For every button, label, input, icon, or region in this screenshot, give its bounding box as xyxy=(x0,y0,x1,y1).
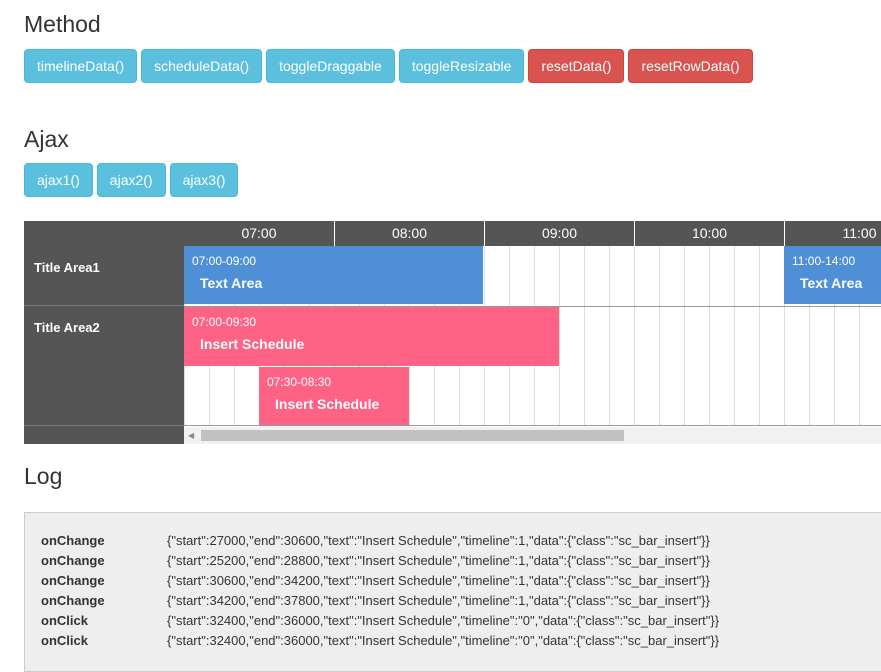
grid-column xyxy=(734,246,759,426)
ajax-button-group: ajax1() ajax2() ajax3() xyxy=(24,163,239,197)
row-title-area1: Title Area1 xyxy=(24,246,184,306)
log-panel: onChange {"start":27000,"end":30600,"tex… xyxy=(24,512,881,672)
log-event-value: {"start":34200,"end":37800,"text":"Inser… xyxy=(167,592,710,608)
log-event-value: {"start":32400,"end":36000,"text":"Inser… xyxy=(167,632,720,648)
grid-column xyxy=(609,246,634,426)
grid-column xyxy=(659,246,684,426)
log-entry: onClick {"start":32400,"end":36000,"text… xyxy=(25,630,881,650)
log-event-type: onChange xyxy=(41,592,105,608)
log-event-type: onChange xyxy=(41,552,105,568)
log-entry: onClick {"start":32400,"end":36000,"text… xyxy=(25,610,881,630)
log-event-value: {"start":30600,"end":34200,"text":"Inser… xyxy=(167,572,710,588)
schedule-bar[interactable]: 07:00-09:30 Insert Schedule xyxy=(184,307,559,366)
log-event-type: onChange xyxy=(41,532,105,548)
scroll-left-icon[interactable]: ◀ xyxy=(188,431,195,440)
scheduler-timeline: 07:00 08:00 09:00 10:00 11:00 07:00-09:0… xyxy=(184,221,881,444)
ajax-title: Ajax xyxy=(24,126,69,152)
hour-label: 08:00 xyxy=(334,221,484,246)
schedule-bar-text: Text Area xyxy=(800,275,863,291)
timeline-grid[interactable]: 07:00-09:00 Text Area 11:00-14:00 Text A… xyxy=(184,246,881,426)
grid-column xyxy=(584,246,609,426)
ajax1-button[interactable]: ajax1() xyxy=(24,163,93,197)
ajax2-button[interactable]: ajax2() xyxy=(96,163,166,197)
schedule-bar[interactable]: 11:00-14:00 Text Area xyxy=(784,246,881,304)
reset-row-data-button[interactable]: resetRowData() xyxy=(628,49,753,83)
row-title-area2: Title Area2 xyxy=(24,306,184,426)
log-entry: onChange {"start":30600,"end":34200,"tex… xyxy=(25,570,881,590)
schedule-bar-text: Text Area xyxy=(200,275,263,291)
log-event-type: onClick xyxy=(41,632,88,648)
grid-column xyxy=(784,246,809,426)
schedule-bar-time: 07:00-09:30 xyxy=(192,315,257,329)
schedule-bar-time: 07:00-09:00 xyxy=(192,254,257,268)
log-entry: onChange {"start":25200,"end":28800,"tex… xyxy=(25,550,881,570)
grid-column xyxy=(859,246,881,426)
log-event-value: {"start":32400,"end":36000,"text":"Inser… xyxy=(167,612,720,628)
grid-column xyxy=(684,246,709,426)
toggle-draggable-button[interactable]: toggleDraggable xyxy=(266,49,395,83)
schedule-bar-time: 11:00-14:00 xyxy=(792,254,856,268)
hour-label: 11:00 xyxy=(784,221,881,246)
log-event-value: {"start":27000,"end":30600,"text":"Inser… xyxy=(167,532,710,548)
hour-label: 09:00 xyxy=(484,221,634,246)
schedule-bar[interactable]: 07:00-09:00 Text Area xyxy=(184,246,483,304)
log-entry: onChange {"start":34200,"end":37800,"tex… xyxy=(25,590,881,610)
schedule-data-button[interactable]: scheduleData() xyxy=(141,49,263,83)
log-event-value: {"start":25200,"end":28800,"text":"Inser… xyxy=(167,552,710,568)
scheduler-row-titles: Title Area1 Title Area2 xyxy=(24,221,184,444)
log-entry: onChange {"start":27000,"end":30600,"tex… xyxy=(25,530,881,550)
row-divider xyxy=(184,425,881,426)
grid-column xyxy=(634,246,659,426)
grid-column xyxy=(759,246,784,426)
schedule-bar-text: Insert Schedule xyxy=(275,396,380,412)
schedule-bar[interactable]: 07:30-08:30 Insert Schedule xyxy=(259,367,409,425)
grid-column xyxy=(559,246,584,426)
method-button-group: timelineData() scheduleData() toggleDrag… xyxy=(24,49,753,83)
reset-data-button[interactable]: resetData() xyxy=(528,49,625,83)
timeline-data-button[interactable]: timelineData() xyxy=(24,49,138,83)
timeline-header: 07:00 08:00 09:00 10:00 11:00 xyxy=(184,221,881,246)
method-title: Method xyxy=(24,11,101,37)
log-event-type: onClick xyxy=(41,612,88,628)
log-title: Log xyxy=(24,463,63,489)
grid-column xyxy=(709,246,734,426)
timeline-scheduler: Title Area1 Title Area2 07:00 08:00 09:0… xyxy=(24,221,881,444)
horizontal-scrollbar[interactable]: ◀ xyxy=(184,427,881,444)
log-event-type: onChange xyxy=(41,572,105,588)
row-divider xyxy=(184,306,881,307)
hour-label: 07:00 xyxy=(241,225,277,241)
schedule-bar-text: Insert Schedule xyxy=(200,336,305,352)
hour-label: 10:00 xyxy=(634,221,784,246)
grid-column xyxy=(809,246,834,426)
scrollbar-thumb[interactable] xyxy=(201,430,624,441)
schedule-bar-time: 07:30-08:30 xyxy=(267,375,332,389)
scheduler-corner xyxy=(24,221,184,246)
ajax3-button[interactable]: ajax3() xyxy=(169,163,239,197)
toggle-resizable-button[interactable]: toggleResizable xyxy=(398,49,525,83)
grid-column xyxy=(834,246,859,426)
